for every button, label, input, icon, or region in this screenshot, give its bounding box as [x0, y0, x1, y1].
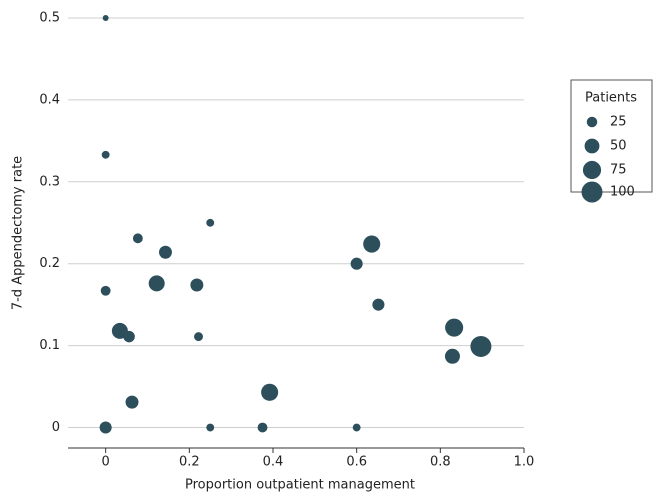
y-tick-label: 0	[52, 420, 60, 435]
y-axis-label: 7-d Appendectomy rate	[11, 156, 26, 310]
y-tick-label: 0.1	[39, 338, 60, 353]
bubble	[470, 335, 492, 357]
bubble	[261, 383, 279, 401]
bubble	[194, 332, 203, 342]
bubble	[148, 275, 165, 292]
x-tick-label: 0	[102, 455, 110, 470]
legend-marker	[584, 138, 600, 154]
bubble	[257, 422, 268, 433]
bubble	[100, 285, 111, 296]
y-tick-label: 0.2	[39, 256, 60, 271]
x-tick-label: 0.8	[430, 455, 451, 470]
legend-marker	[581, 181, 603, 203]
bubble	[125, 395, 139, 409]
legend-label: 50	[610, 139, 627, 154]
bubble	[372, 298, 385, 311]
y-tick-label: 0.4	[39, 92, 60, 107]
bubble	[190, 278, 204, 292]
bubble	[132, 233, 143, 244]
bubble	[350, 257, 363, 270]
x-tick-label: 0.6	[346, 455, 367, 470]
legend-title: Patients	[585, 91, 637, 106]
bubble	[99, 421, 112, 434]
x-tick-label: 0.4	[263, 455, 284, 470]
bubble	[445, 318, 464, 337]
bubble	[352, 423, 361, 432]
bubble	[206, 423, 215, 432]
legend-label: 25	[610, 115, 627, 130]
bubble	[444, 348, 460, 364]
x-tick-label: 0.2	[179, 455, 200, 470]
legend-label: 100	[610, 185, 635, 200]
legend-label: 75	[610, 163, 627, 178]
y-tick-label: 0.3	[39, 174, 60, 189]
bubble	[159, 245, 172, 259]
bubble	[123, 330, 135, 343]
legend-marker	[582, 160, 602, 180]
bubble	[101, 150, 110, 159]
bubble	[206, 218, 215, 227]
bubble	[363, 235, 381, 253]
bubble	[102, 15, 109, 21]
x-tick-label: 1.0	[514, 455, 535, 470]
legend-marker	[586, 116, 598, 128]
y-tick-label: 0.5	[39, 11, 60, 26]
x-axis-label: Proportion outpatient management	[185, 478, 415, 493]
